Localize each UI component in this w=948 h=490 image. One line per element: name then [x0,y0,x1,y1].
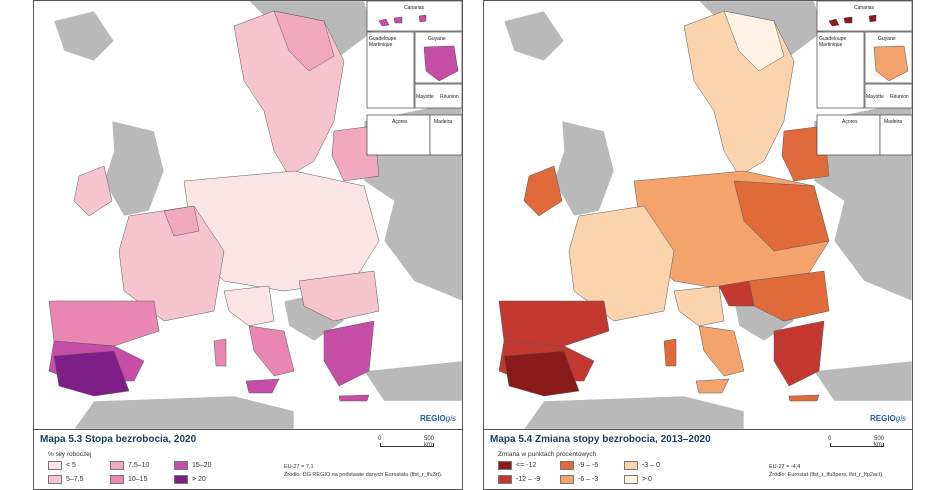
legend-label: -12 – -9 [516,476,541,483]
region-sardinia [663,338,677,367]
map-panel-unemployment-2020: Canarias Guadeloupe Martinique Guyane Ma… [33,0,463,490]
non-eu-land [363,360,462,402]
region-crete [338,394,370,402]
legend-swatch [48,461,62,470]
legend-swatch [498,461,512,470]
region-balkans [298,270,380,322]
inset-label-martinique: Martinique [819,42,843,48]
legend-label: 10–15 [128,476,148,483]
legend-label: 7,5–10 [128,462,150,469]
non-eu-land [523,395,745,429]
legend-swatch [624,461,638,470]
legend-box: Mapa 5.4 Zmiana stopy bezrobocia, 2013–2… [483,430,913,490]
region-andalucia [53,350,130,397]
region-italy-north [673,285,725,327]
legend-label: -6 – -3 [578,476,599,483]
legend-swatch [110,475,124,484]
europe-map-change: Canarias Guadeloupe Martinique Guyane Ma… [484,1,912,429]
legend-subtitle: % siły roboczej [48,451,92,458]
region-italy-south [698,325,745,377]
inset-group: Canarias Guadeloupe Martinique Guyane Ma… [816,1,912,156]
region-sicily [245,378,280,394]
non-eu-land [53,10,115,62]
inset-label-reunion: Réunion [890,94,909,100]
region-crete [788,394,820,402]
inset-label-guyane: Guyane [428,36,446,42]
map-title: Mapa 5.4 Zmiana stopy bezrobocia, 2013–2… [490,434,711,445]
region-italy-north [223,285,275,327]
region-greece [323,320,375,387]
non-eu-land [103,120,165,217]
region-greece [773,320,825,387]
legend-swatch [560,475,574,484]
inset-group: Canarias Guadeloupe Martinique Guyane Ma… [366,1,462,156]
region-sicily [695,378,730,394]
region-nordic-north [273,10,335,72]
legend-subtitle: Zmiana w punktach procentowych [498,451,597,458]
map-title: Mapa 5.3 Stopa bezrobocia, 2020 [40,434,197,445]
region-poland [733,180,830,252]
legend-label: <= -12 [516,462,537,469]
eu-note: EU-27 = 7,1 [284,464,314,470]
map-frame: Canarias Guadeloupe Martinique Guyane Ma… [33,0,463,430]
region-france-north [163,205,200,237]
legend-swatch [48,475,62,484]
legend-swatch [498,475,512,484]
inset-label-madeira: Madeira [434,119,452,125]
europe-map-2020: Canarias Guadeloupe Martinique Guyane Ma… [34,1,462,429]
inset-label-guadeloupe: Guadeloupe [819,36,846,42]
inset-label-reunion: Réunion [440,94,459,100]
inset-label-guadeloupe: Guadeloupe [369,36,396,42]
region-croatia [718,280,755,307]
legend-swatch [110,461,124,470]
regiogis-logo: REGIOgis [869,414,906,423]
region-sardinia [213,338,227,367]
regiogis-logo: REGIOgis [419,414,456,423]
map-frame: Canarias Guadeloupe Martinique Guyane Ma… [483,0,913,430]
region-ireland [73,165,113,217]
inset-label-mayotte: Mayotte [416,94,434,100]
inset-label-acores: Açores [392,119,408,125]
legend-box: Mapa 5.3 Stopa bezrobocia, 2020 % siły r… [33,430,463,490]
legend-label: 5–7,5 [66,476,84,483]
legend-swatch [174,475,188,484]
inset-label-canarias: Canarias [854,5,875,11]
region-iberia-north [498,300,610,347]
legend-label: < 5 [66,462,76,469]
legend-label: -3 – 0 [642,462,660,469]
eu-note: EU-27 = -4,4 [769,464,801,470]
legend-swatch [174,461,188,470]
region-nordic-north [723,10,785,72]
non-eu-land [503,10,565,62]
legend-label: -9 – -6 [578,462,599,469]
legend-label: 15–20 [192,462,212,469]
source-note: Źródło: DG REGIO na podstawie danych Eur… [284,472,443,478]
region-iberia-north [48,300,160,347]
inset-label-acores: Açores [842,119,858,125]
region-italy-south [248,325,295,377]
legend-label: > 20 [192,476,206,483]
non-eu-land [73,395,295,429]
legend-swatch [624,475,638,484]
inset-label-guyane: Guyane [878,36,896,42]
legend-label: > 0 [642,476,652,483]
source-note: Źródło: Eurostat (lfst_r_lfu3pers, lfst_… [769,472,884,478]
region-andalucia [503,350,580,397]
inset-label-madeira: Madeira [884,119,902,125]
legend-swatch [560,461,574,470]
non-eu-land [553,120,615,217]
region-france [118,205,225,322]
region-france [568,205,675,322]
inset-label-martinique: Martinique [369,42,393,48]
region-ireland [523,165,563,217]
inset-label-mayotte: Mayotte [866,94,884,100]
inset-label-canarias: Canarias [404,5,425,11]
map-panel-unemployment-change: Canarias Guadeloupe Martinique Guyane Ma… [483,0,913,490]
non-eu-land [813,360,912,402]
